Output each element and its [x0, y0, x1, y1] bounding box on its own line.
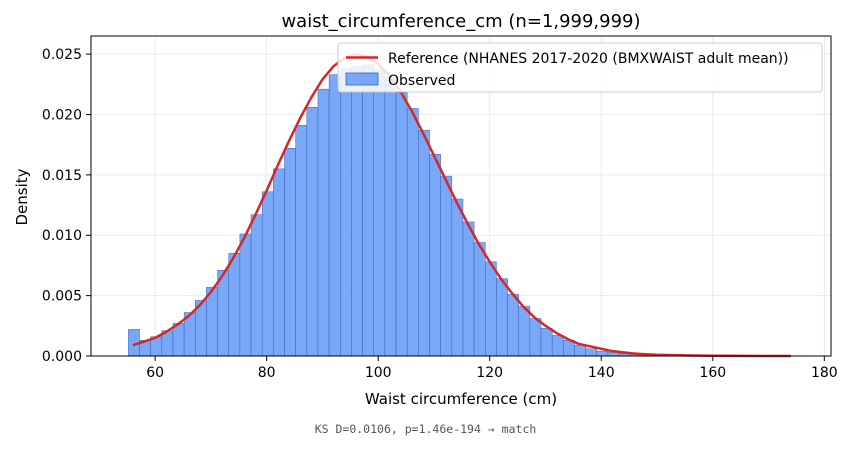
histogram-bar: [317, 88, 330, 357]
histogram-bar: [585, 348, 598, 357]
x-tick-label: 120: [476, 365, 503, 381]
histogram-bar: [429, 154, 441, 357]
histogram-bars: [128, 64, 731, 357]
histogram-bar: [574, 344, 586, 357]
legend-observed-label: Observed: [388, 73, 455, 89]
histogram-bar: [172, 323, 185, 357]
histogram-bar: [462, 221, 475, 357]
histogram-bar: [406, 108, 419, 357]
y-tick-label: 0.025: [42, 47, 82, 63]
histogram-bar: [451, 198, 464, 357]
histogram-bar: [295, 125, 308, 357]
reference-curve: [132, 52, 791, 358]
reference-curve-layer: [132, 52, 791, 358]
histogram-bar: [328, 74, 341, 357]
histogram-bar: [217, 270, 229, 357]
histogram-bar: [206, 286, 218, 357]
y-tick-label: 0.020: [42, 107, 82, 123]
y-tick-label: 0.015: [42, 168, 82, 184]
histogram-bar: [250, 214, 263, 357]
y-tick-label: 0.005: [42, 289, 82, 305]
histogram-bar: [473, 242, 486, 357]
histogram-bar: [551, 335, 564, 357]
chart-title: waist_circumference_cm (n=1,999,999): [281, 11, 640, 32]
x-tick-label: 60: [146, 365, 164, 381]
x-tick-label: 180: [811, 365, 838, 381]
histogram-bar: [440, 175, 453, 357]
histogram-bar: [507, 294, 519, 357]
ks-test-footer: KS D=0.0106, p=1.46e-194 → match: [314, 422, 537, 436]
histogram-bar: [529, 318, 542, 357]
histogram-bar: [284, 148, 296, 357]
histogram-bar: [306, 106, 319, 357]
legend-reference-label: Reference (NHANES 2017-2020 (BMXWAIST ad…: [388, 51, 789, 67]
histogram-bar: [228, 253, 241, 357]
histogram-bar: [418, 129, 430, 357]
histogram-bar: [239, 233, 252, 357]
histogram-bar: [395, 92, 408, 357]
legend-box: [337, 42, 823, 93]
histogram-bar: [340, 68, 352, 357]
x-tick-label: 100: [365, 365, 392, 381]
histogram-bar: [496, 278, 508, 357]
histogram-bar: [362, 64, 374, 357]
legend: Reference (NHANES 2017-2020 (BMXWAIST ad…: [337, 42, 823, 93]
histogram-bar: [518, 306, 531, 357]
histogram-bar: [540, 327, 553, 357]
histogram-bar: [261, 191, 274, 357]
y-tick-label: 0.010: [42, 228, 82, 244]
histogram-bar: [485, 261, 497, 357]
x-axis-label: Waist circumference (cm): [365, 390, 557, 408]
x-tick-label: 160: [699, 365, 726, 381]
x-axis: 60 80 100 120 140 160 180: [146, 356, 838, 381]
y-tick-label: 0.000: [42, 349, 82, 365]
histogram-bar: [273, 168, 285, 357]
histogram-bar: [384, 76, 397, 357]
histogram-bar: [563, 340, 575, 357]
histogram-bar: [596, 350, 609, 357]
plot-frame: [90, 35, 832, 357]
y-axis-label: Density: [13, 168, 31, 225]
histogram-bar: [373, 69, 386, 357]
x-tick-label: 140: [588, 365, 615, 381]
histogram-bar: [351, 65, 363, 357]
legend-observed-swatch: [345, 72, 379, 86]
y-axis: 0.000 0.005 0.010 0.015 0.020 0.025: [42, 47, 91, 365]
x-tick-label: 80: [258, 365, 276, 381]
